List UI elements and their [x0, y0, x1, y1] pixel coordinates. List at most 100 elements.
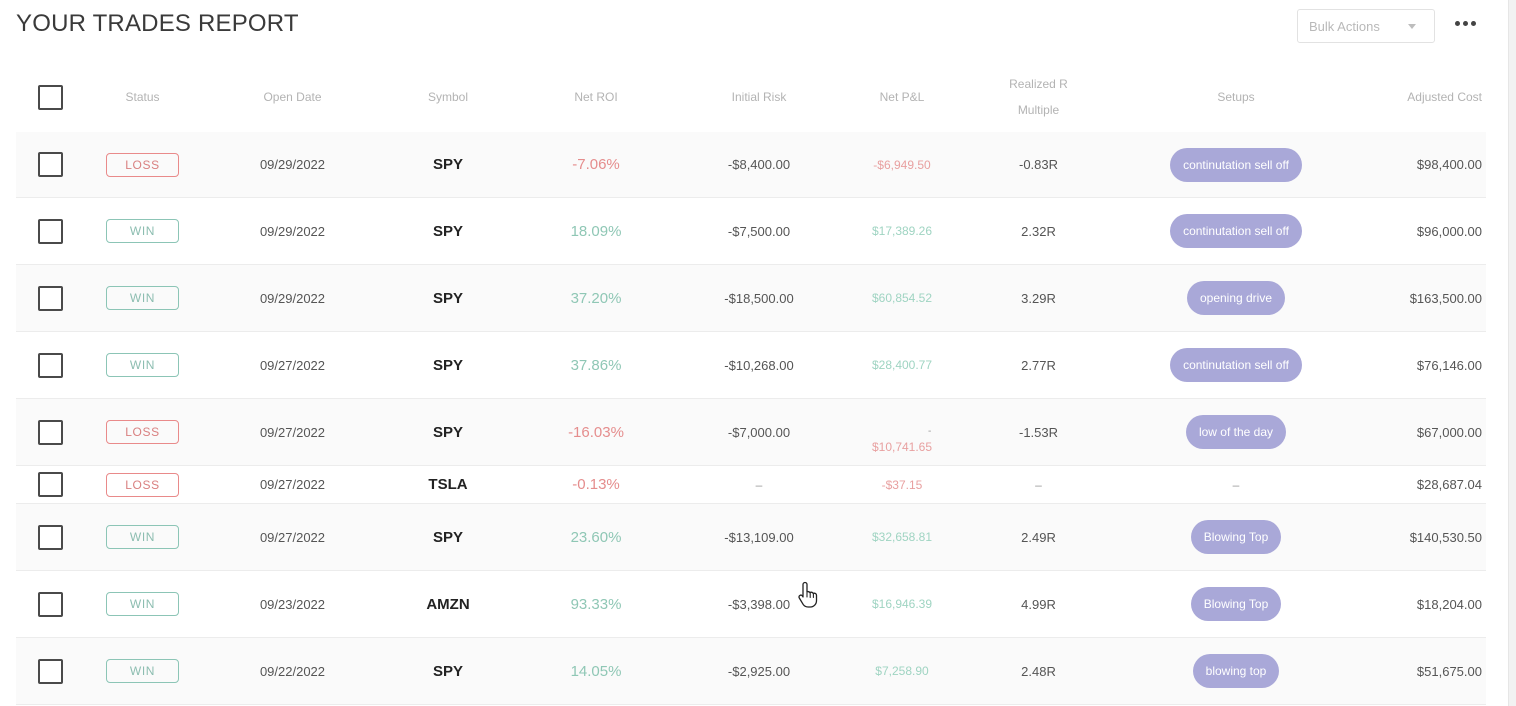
symbol[interactable]: SPY	[432, 289, 463, 307]
column-header-adjusted-cost[interactable]: Adjusted Cost	[1407, 90, 1482, 104]
adjusted-cost-value: $98,400.00	[1416, 157, 1482, 172]
symbol[interactable]: SPY	[432, 222, 463, 240]
row-checkbox[interactable]	[37, 524, 63, 550]
net-pnl-sign: -	[927, 426, 932, 437]
row-checkbox[interactable]	[37, 419, 63, 445]
r-multiple-value: 2.48R	[1021, 663, 1056, 679]
table-row[interactable]: WIN 09/23/2022 AMZN 93.33% -$3,398.00 $16,946…	[16, 571, 1486, 638]
symbol[interactable]: SPY	[432, 423, 463, 441]
table-row[interactable]: WIN 09/29/2022 SPY 18.09% -$7,500.00 $17,389.…	[16, 198, 1486, 265]
r-multiple-value: –	[1035, 477, 1042, 492]
open-date: 09/23/2022	[259, 596, 326, 612]
r-multiple-value: 2.49R	[1021, 529, 1056, 545]
bulk-actions-dropdown[interactable]: Bulk Actions	[1297, 9, 1435, 43]
net-pnl-value: -$37.15	[881, 477, 923, 492]
row-checkbox[interactable]	[37, 352, 63, 378]
status-badge: LOSS	[106, 472, 179, 497]
row-checkbox[interactable]	[37, 218, 63, 244]
initial-risk-value: -$10,268.00	[724, 357, 794, 373]
initial-risk-value: -$3,398.00	[727, 596, 791, 612]
table-row[interactable]: LOSS 09/27/2022 TSLA -0.13% – -$37.15 – – $28,68…	[16, 466, 1486, 504]
column-header-net-pnl[interactable]: Net P&L	[879, 90, 925, 104]
column-header-setups[interactable]: Setups	[1217, 90, 1255, 104]
more-horizontal-icon[interactable]	[1450, 10, 1480, 36]
r-multiple-value: 4.99R	[1021, 596, 1056, 612]
row-checkbox[interactable]	[37, 472, 63, 497]
table-row[interactable]: WIN 09/27/2022 SPY 37.86% -$10,268.00 $28,400…	[16, 332, 1486, 399]
setup-tag[interactable]: Blowing Top	[1190, 520, 1282, 554]
column-header-open-date[interactable]: Open Date	[263, 90, 322, 104]
table-row[interactable]: WIN 09/27/2022 SPY 23.60% -$13,109.00 $32,658…	[16, 504, 1486, 571]
net-pnl-value: $60,854.52	[871, 291, 933, 305]
setup-tag[interactable]: opening drive	[1186, 281, 1286, 315]
initial-risk-value: -$8,400.00	[727, 157, 791, 172]
open-date: 09/29/2022	[259, 290, 326, 306]
setup-tag[interactable]: Blowing Top	[1190, 587, 1282, 621]
table-row[interactable]: LOSS 09/27/2022 SPY -16.03% -$7,000.00 - $10,7…	[16, 399, 1486, 466]
net-roi-value: 23.60%	[570, 528, 622, 546]
adjusted-cost-value: $96,000.00	[1416, 223, 1482, 239]
column-header-status[interactable]: Status	[125, 90, 160, 104]
status-badge: WIN	[106, 525, 179, 549]
hand-pointer-icon	[798, 581, 818, 608]
symbol[interactable]: AMZN	[426, 595, 470, 613]
net-roi-value: 14.05%	[570, 662, 622, 680]
status-badge: LOSS	[106, 152, 179, 177]
table-row[interactable]: WIN 09/29/2022 SPY 37.20% -$18,500.00 $60,854…	[16, 265, 1486, 332]
setup-tag[interactable]: blowing top	[1192, 654, 1280, 688]
row-checkbox[interactable]	[37, 658, 63, 684]
initial-risk-value: -$18,500.00	[724, 290, 794, 306]
row-checkbox[interactable]	[37, 152, 63, 177]
vertical-scrollbar[interactable]	[1508, 0, 1516, 706]
r-multiple-value: 3.29R	[1021, 290, 1056, 306]
table-row[interactable]: WIN 09/22/2022 SPY 14.05% -$2,925.00 $7,258.9…	[16, 638, 1486, 705]
initial-risk-value: -$7,000.00	[727, 424, 791, 440]
net-roi-value: -7.06%	[572, 156, 620, 173]
select-all-checkbox[interactable]	[37, 84, 63, 110]
chevron-down-icon	[1408, 24, 1416, 29]
adjusted-cost-value: $163,500.00	[1409, 290, 1482, 306]
trades-table: Status Open Date Symbol Net ROI Initial …	[16, 62, 1486, 705]
symbol[interactable]: TSLA	[428, 476, 468, 493]
status-badge: WIN	[106, 286, 179, 310]
column-header-symbol[interactable]: Symbol	[427, 90, 468, 104]
symbol[interactable]: SPY	[432, 662, 463, 680]
symbol[interactable]: SPY	[432, 528, 463, 546]
table-header: Status Open Date Symbol Net ROI Initial …	[16, 62, 1486, 132]
bulk-actions-label: Bulk Actions	[1309, 18, 1380, 34]
adjusted-cost-value: $76,146.00	[1416, 357, 1482, 373]
adjusted-cost-value: $67,000.00	[1416, 424, 1482, 440]
symbol[interactable]: SPY	[432, 356, 463, 374]
net-roi-value: 37.86%	[570, 356, 622, 374]
adjusted-cost-value: $18,204.00	[1416, 596, 1482, 612]
initial-risk-value: –	[755, 477, 763, 492]
net-roi-value: -16.03%	[568, 423, 624, 441]
status-badge: WIN	[106, 659, 179, 683]
column-header-initial-risk[interactable]: Initial Risk	[731, 90, 787, 104]
row-checkbox[interactable]	[37, 591, 63, 617]
open-date: 09/27/2022	[259, 357, 326, 373]
initial-risk-value: -$2,925.00	[727, 663, 791, 679]
setup-tag[interactable]: continutation sell off	[1170, 214, 1302, 248]
column-header-realized-r-multiple[interactable]: Realized R Multiple	[1009, 77, 1068, 117]
open-date: 09/29/2022	[259, 157, 326, 172]
page-title: YOUR TRADES REPORT	[16, 10, 299, 37]
adjusted-cost-value: $28,687.04	[1416, 477, 1482, 492]
open-date: 09/29/2022	[259, 223, 326, 239]
setup-tag[interactable]: low of the day	[1185, 415, 1287, 449]
row-checkbox[interactable]	[37, 285, 63, 311]
setup-empty: –	[1232, 477, 1240, 492]
r-multiple-value: 2.77R	[1021, 357, 1056, 373]
status-badge: WIN	[106, 353, 179, 377]
table-row[interactable]: LOSS 09/29/2022 SPY -7.06% -$8,400.00 -$6,949…	[16, 132, 1486, 198]
symbol[interactable]: SPY	[432, 156, 463, 173]
r-multiple-value: 2.32R	[1021, 223, 1056, 239]
status-badge: WIN	[106, 592, 179, 616]
column-header-net-roi[interactable]: Net ROI	[574, 90, 618, 104]
setup-tag[interactable]: continutation sell off	[1170, 348, 1302, 382]
net-pnl-value: $28,400.77	[871, 358, 933, 372]
net-pnl-value: -$6,949.50	[873, 157, 931, 172]
setup-tag[interactable]: continutation sell off	[1170, 147, 1302, 182]
open-date: 09/27/2022	[259, 529, 326, 545]
net-pnl-value: - $10,741.65	[872, 426, 932, 465]
